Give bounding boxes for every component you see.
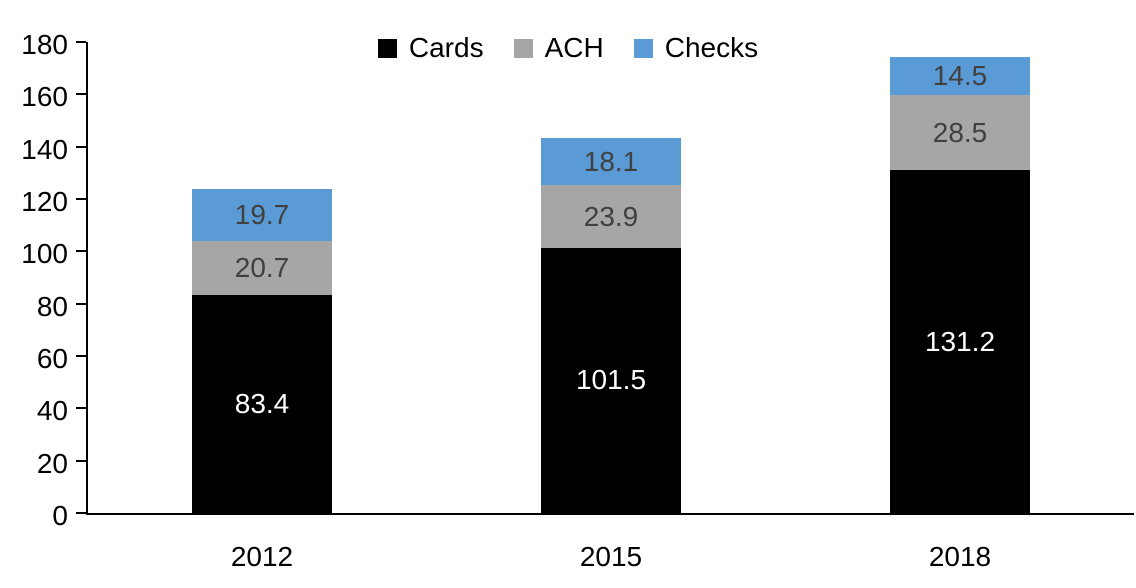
x-axis-label-2012: 2012: [230, 541, 294, 572]
y-tick: [76, 460, 86, 462]
legend-swatch-ach-icon: [513, 38, 533, 58]
bar-value-label: 23.9: [583, 200, 639, 232]
bar-value-label: 28.5: [932, 116, 988, 148]
x-axis-label-2018: 2018: [928, 541, 992, 572]
legend-label: Checks: [664, 32, 759, 63]
y-tick-label: 0: [52, 500, 68, 531]
bar-value-label: 14.5: [932, 60, 988, 91]
bar-value-label: 131.2: [924, 325, 996, 357]
bar-2018-cards: 131.2: [890, 170, 1030, 513]
bar-value-label: 83.4: [234, 388, 290, 419]
bar-value-label: 19.7: [234, 199, 290, 230]
bar-2012-ach: 20.7: [192, 241, 332, 295]
legend-swatch-cards-icon: [377, 38, 397, 58]
legend-item-ach: ACH: [513, 32, 604, 63]
y-tick: [76, 146, 86, 148]
y-tick: [76, 512, 86, 514]
legend-label: ACH: [544, 32, 604, 63]
bar-2012-cards: 83.4: [192, 295, 332, 513]
bar-2015-checks: 18.1: [541, 138, 681, 185]
bar-2015-cards: 101.5: [541, 247, 681, 513]
y-tick: [76, 407, 86, 409]
legend-swatch-checks-icon: [633, 38, 653, 58]
y-axis-line: [86, 42, 88, 515]
bar-value-label: 20.7: [234, 252, 290, 283]
y-tick-label: 120: [21, 186, 68, 217]
y-tick-label: 100: [21, 238, 68, 269]
y-tick: [76, 41, 86, 43]
x-axis-line: [86, 513, 1134, 515]
legend-item-checks: Checks: [633, 32, 759, 63]
bar-2018-checks: 14.5: [890, 57, 1030, 95]
y-tick: [76, 250, 86, 252]
bar-2018-ach: 28.5: [890, 95, 1030, 170]
bar-value-label: 18.1: [583, 145, 639, 177]
y-tick: [76, 198, 86, 200]
y-tick-label: 80: [36, 291, 68, 322]
bar-2015-ach: 23.9: [541, 185, 681, 248]
legend-item-cards: Cards: [377, 32, 484, 63]
y-tick-label: 20: [36, 448, 68, 479]
x-axis-label-2015: 2015: [579, 541, 643, 572]
bar-value-label: 101.5: [575, 364, 647, 395]
y-tick-label: 60: [36, 343, 68, 374]
y-tick: [76, 303, 86, 305]
y-tick-label: 180: [21, 29, 68, 60]
y-tick-label: 40: [36, 395, 68, 426]
legend-label: Cards: [408, 32, 484, 63]
y-tick-label: 160: [21, 81, 68, 112]
y-tick-label: 140: [21, 134, 68, 165]
y-tick: [76, 355, 86, 357]
y-tick: [76, 93, 86, 95]
bar-2012-checks: 19.7: [192, 189, 332, 241]
chart-legend: Cards ACH Checks: [0, 34, 1136, 62]
